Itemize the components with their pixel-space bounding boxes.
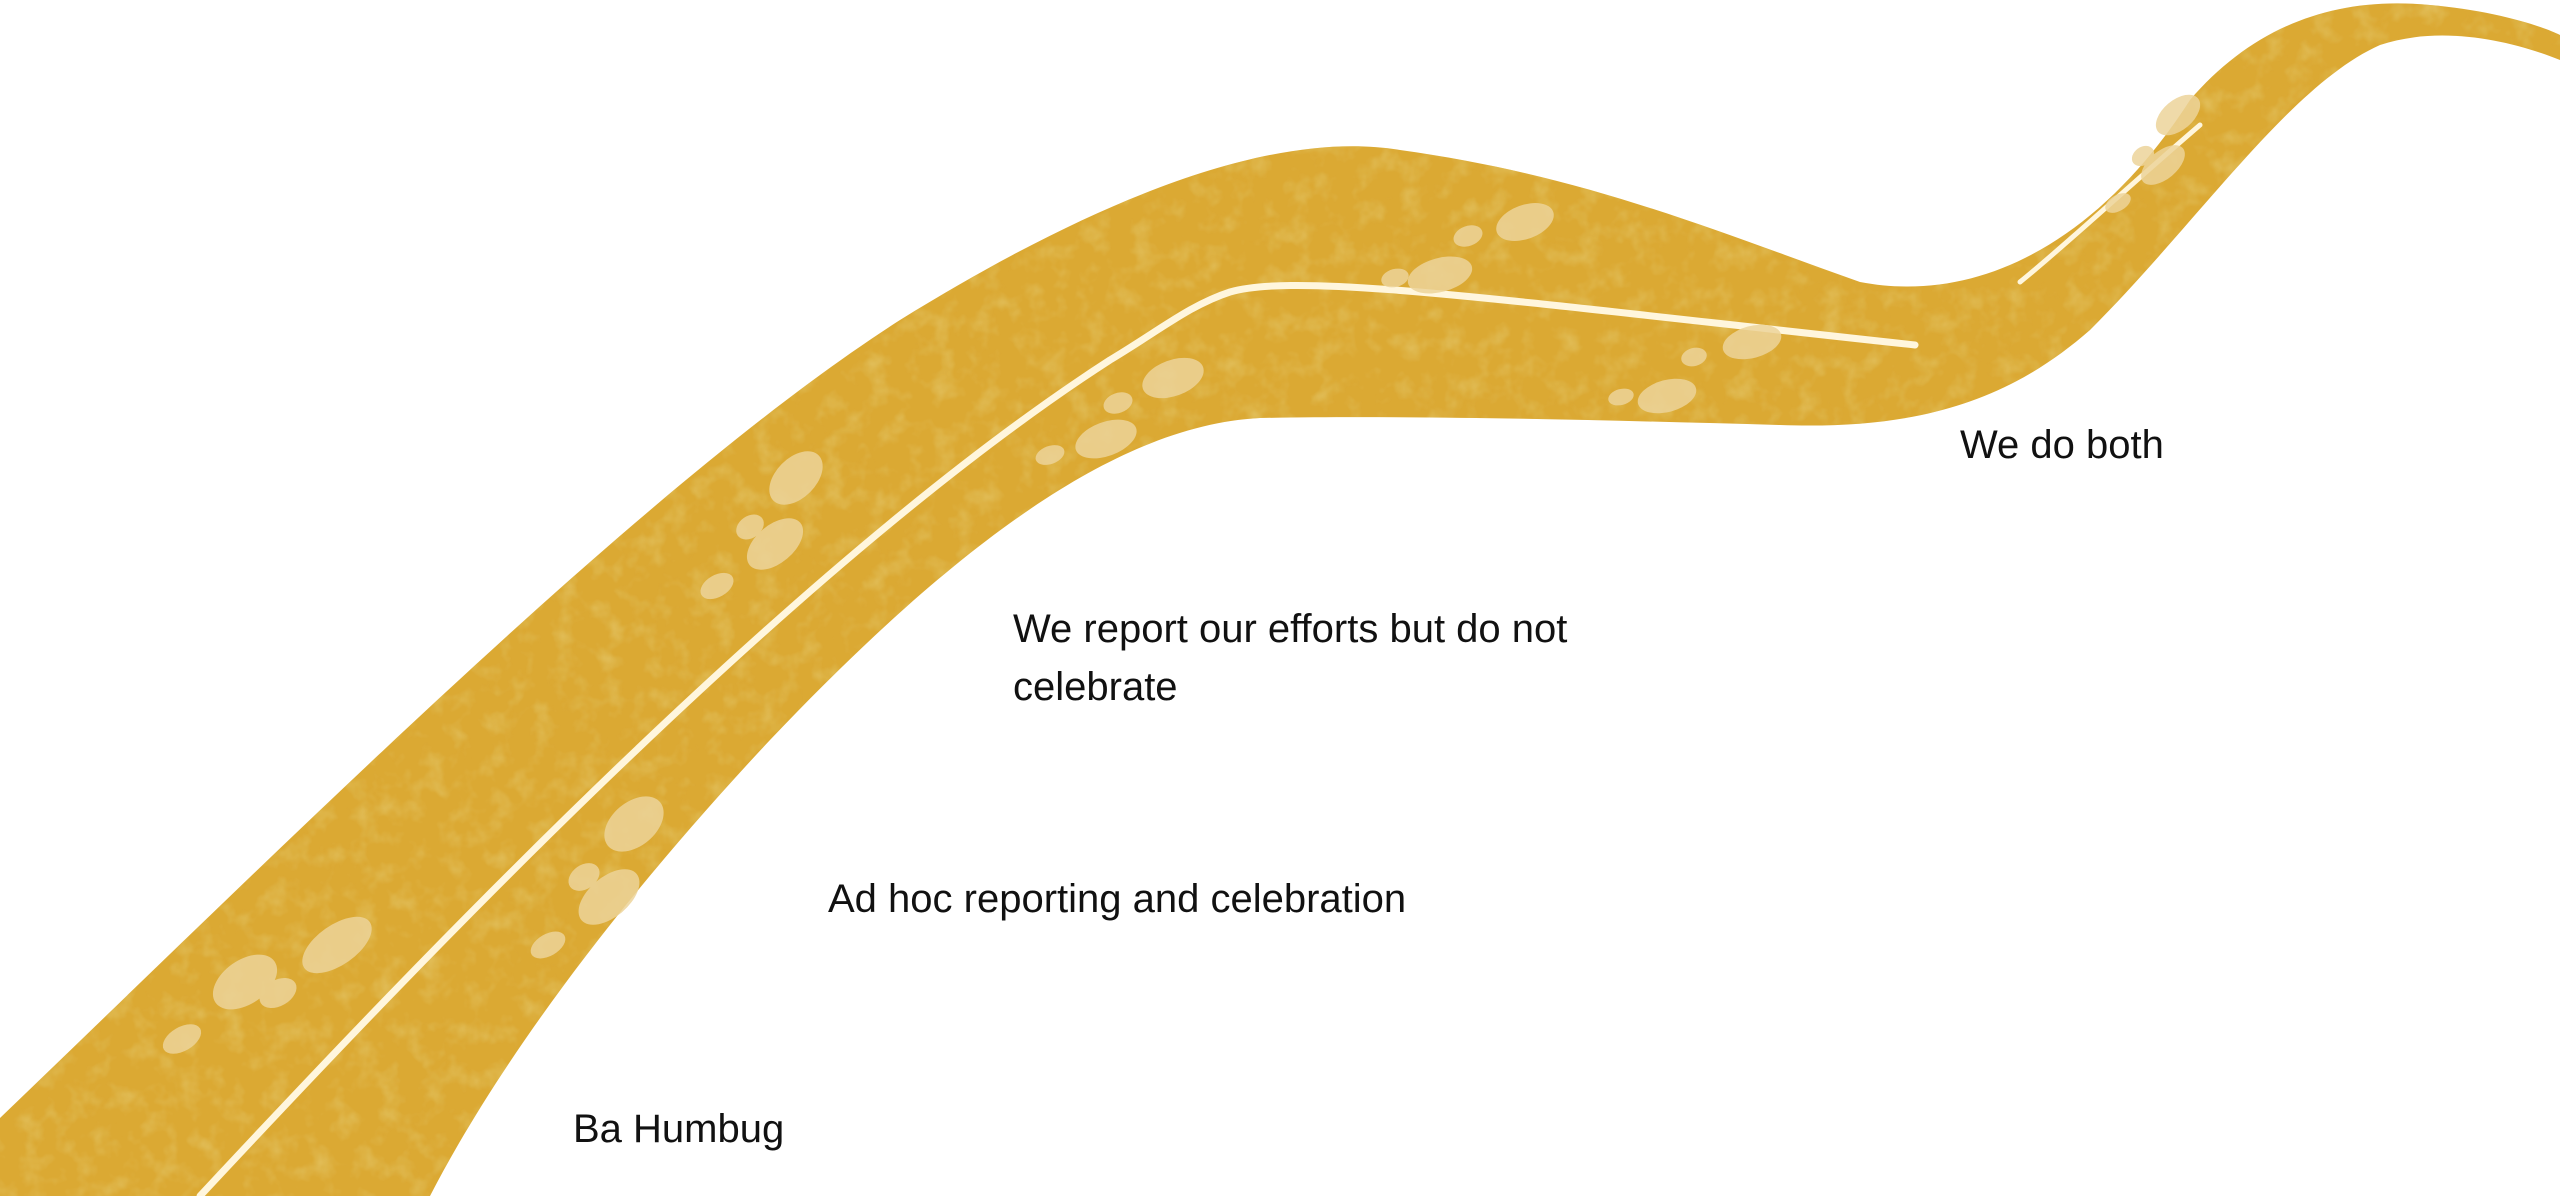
stage-label-ba-humbug: Ba Humbug xyxy=(573,1107,785,1151)
stage-label-ad-hoc: Ad hoc reporting and celebration xyxy=(828,877,1407,921)
road-centerline xyxy=(196,281,1919,1196)
stage-label-report-no-celebrate: We report our efforts but do not celebra… xyxy=(1013,600,1567,716)
road-light-patches xyxy=(162,94,2201,1054)
stage-label-report-line1: We report our efforts but do not xyxy=(1013,607,1568,651)
stage-label-we-do-both: We do both xyxy=(1960,423,2164,467)
stage-label-report-line2: celebrate xyxy=(1013,665,1178,709)
